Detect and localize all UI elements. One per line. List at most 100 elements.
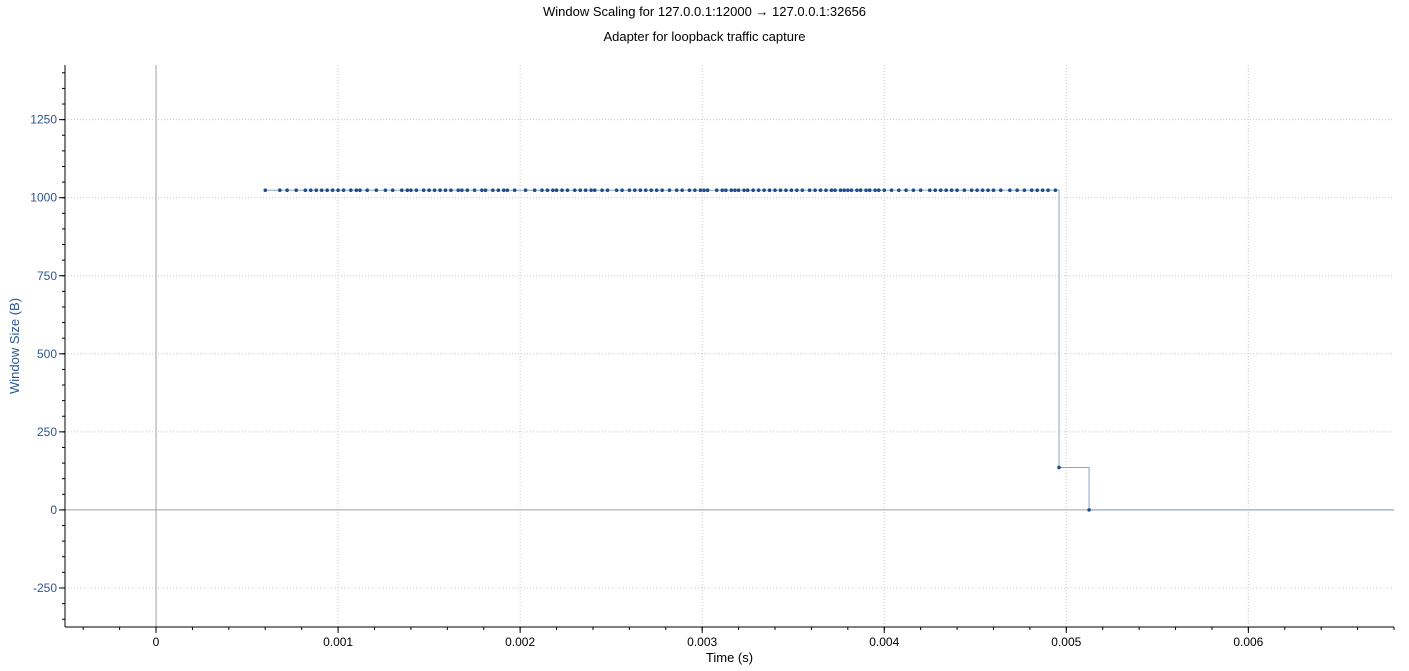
data-point (882, 188, 887, 193)
data-point (491, 188, 495, 193)
data-point (858, 188, 863, 193)
data-point (955, 188, 959, 193)
data-point (578, 188, 583, 193)
data-point (560, 188, 564, 193)
data-point (873, 188, 877, 193)
data-point (702, 188, 706, 193)
y-tick-label: 1000 (30, 191, 57, 205)
y-tick-label: 500 (37, 347, 57, 361)
x-tick-label: 0.002 (505, 635, 535, 649)
data-point (649, 188, 654, 193)
data-point (864, 188, 868, 193)
data-point (1008, 188, 1012, 193)
data-point (633, 188, 637, 193)
data-point (501, 188, 506, 193)
data-point (427, 188, 431, 193)
data-point (876, 188, 881, 193)
data-point (589, 188, 593, 193)
data-point (614, 188, 619, 193)
data-point (729, 188, 734, 193)
data-point (456, 188, 461, 193)
grid (65, 65, 1394, 627)
data-point (551, 188, 555, 193)
data-point (654, 188, 659, 193)
data-point (667, 188, 672, 193)
data-point (354, 188, 359, 193)
data-point (465, 188, 470, 193)
data-point (842, 188, 846, 193)
y-tick-label: 250 (37, 425, 57, 439)
data-point (336, 188, 340, 193)
data-point (532, 188, 537, 193)
data-point (693, 188, 697, 193)
data-point (414, 188, 419, 193)
data-point (767, 188, 772, 193)
data-point (714, 188, 719, 193)
chart-subtitle: Adapter for loopback traffic capture (603, 29, 806, 44)
data-point (756, 188, 761, 193)
data-point (674, 188, 679, 193)
data-point (1035, 188, 1039, 193)
data-point (897, 188, 901, 193)
data-point (855, 188, 859, 193)
data-point (986, 188, 990, 193)
axes: 0 0.001 0.002 0.003 0.004 0.005 0.006 -250 0 250 5… (30, 65, 1395, 649)
data-point (933, 188, 938, 193)
data-point (620, 188, 624, 193)
data-point (263, 188, 268, 193)
data-point (807, 188, 812, 193)
data-point (383, 188, 388, 193)
data-point (627, 188, 632, 193)
data-point (720, 188, 725, 193)
y-tick-label: 750 (37, 269, 57, 283)
data-point (975, 188, 979, 193)
data-point (341, 188, 346, 193)
data-point (813, 188, 817, 193)
data-point (944, 188, 948, 193)
data-point (314, 188, 319, 193)
data-point (918, 188, 923, 193)
data-point (349, 188, 353, 193)
data-point (867, 188, 872, 193)
data-point (680, 188, 684, 193)
data-point (390, 188, 395, 193)
data-point (745, 188, 750, 193)
data-point (838, 188, 843, 193)
data-point (938, 188, 943, 193)
data-point (460, 188, 464, 193)
data-point (751, 188, 755, 193)
data-point (818, 188, 823, 193)
data-point (583, 188, 588, 193)
data-point (638, 188, 643, 193)
data-point (927, 188, 932, 193)
y-tick-label: 0 (50, 503, 57, 517)
data-point (432, 188, 437, 193)
data-point (294, 188, 299, 193)
x-tick-label: 0 (153, 635, 160, 649)
data-point (998, 188, 1003, 193)
data-point (438, 188, 442, 193)
data-point (1022, 188, 1027, 193)
data-point (773, 188, 777, 193)
data-point (705, 188, 710, 193)
data-point (405, 188, 410, 193)
x-tick-label: 0.005 (1051, 635, 1081, 649)
data-point (565, 188, 570, 193)
data-point (365, 188, 370, 193)
data-point (545, 188, 550, 193)
data-point (554, 188, 559, 193)
series-step-line (265, 189, 1394, 511)
data-point (991, 188, 996, 193)
data-point (724, 188, 728, 193)
data-point (660, 188, 664, 193)
data-point (409, 188, 413, 193)
data-point (400, 188, 404, 193)
data-point (303, 188, 308, 193)
data-point (949, 188, 954, 193)
y-tick-label: 1250 (30, 113, 57, 127)
data-point (308, 188, 313, 193)
data-point (736, 188, 741, 193)
data-point (824, 188, 828, 193)
data-point (1053, 188, 1058, 193)
